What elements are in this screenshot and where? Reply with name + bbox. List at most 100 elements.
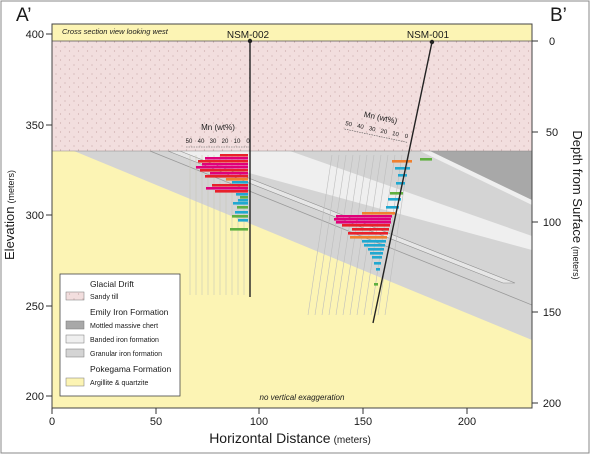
mn-tick: 40 <box>198 139 205 145</box>
view-note: Cross section view looking west <box>62 27 169 36</box>
legend-group-title: Glacial Drift <box>90 279 135 289</box>
distance-tick: 200 <box>458 416 476 428</box>
distance-tick: 50 <box>150 416 162 428</box>
collar-nsm-001 <box>429 39 435 45</box>
mn-assay-bar <box>398 174 407 177</box>
mn-tick: 20 <box>380 129 388 136</box>
mn-assay-bar <box>226 178 248 181</box>
mn-assay-bar <box>196 166 248 169</box>
mn-tick: 10 <box>234 139 241 145</box>
mn-assay-bars <box>196 154 432 286</box>
sample-line <box>377 154 403 316</box>
mn-scale-title: Mn (wt%) <box>201 123 235 132</box>
sample-line <box>328 154 354 316</box>
depth-tick: 0 <box>549 36 555 48</box>
chert-layer <box>430 151 532 200</box>
mn-assay-bar <box>376 268 380 271</box>
mn-assay-bar <box>230 228 248 231</box>
legend-swatch-till <box>65 291 85 301</box>
mn-assay-bar <box>202 163 248 166</box>
mn-assay-bar <box>390 192 403 195</box>
mn-assay-bar <box>364 244 385 247</box>
distance-axis-title: Horizontal Distance (meters) <box>209 430 371 446</box>
mn-assay-bar <box>205 157 248 160</box>
legend-item-label: Sandy till <box>90 294 119 301</box>
distance-tick: 0 <box>49 416 55 428</box>
mn-assay-bar <box>388 198 401 201</box>
sample-line <box>384 154 410 316</box>
depth-axis: 0 50 100 150 200 Depth from Surface(mete… <box>532 36 585 410</box>
legend-item-label: Argillite & quartzite <box>90 380 148 387</box>
sample-line <box>349 154 375 316</box>
legend-swatch-argillite <box>65 377 85 387</box>
mn-assay-bar <box>395 167 410 170</box>
legend-swatch-banded <box>65 334 85 344</box>
distance-axis: 0 50 100 150 200 Horizontal Distance (met… <box>49 408 476 446</box>
mn-assay-bar <box>386 206 399 209</box>
elevation-axis-title: Elevation(meters) <box>2 170 17 260</box>
legend-item-label: Banded iron formation <box>90 337 159 344</box>
mn-assay-bar <box>240 196 248 199</box>
sample-line <box>363 154 389 316</box>
mn-tick: 0 <box>404 134 409 141</box>
well-label-nsm-002: NSM-002 <box>227 30 270 41</box>
mn-assay-bar <box>374 283 378 286</box>
mn-assay-bar <box>362 240 386 243</box>
depth-axis-title: Depth from Surface(meters) <box>570 130 585 279</box>
mn-assay-bar <box>370 252 383 255</box>
mn-assay-bar <box>212 184 248 187</box>
collar-nsm-002 <box>247 38 253 44</box>
mn-assay-bar <box>336 215 392 218</box>
depth-tick: 100 <box>543 217 561 229</box>
elevation-tick: 250 <box>26 301 44 313</box>
depth-tick: 50 <box>546 127 558 139</box>
elevation-tick: 350 <box>26 120 44 132</box>
distance-tick: 150 <box>354 416 372 428</box>
mn-assay-bar <box>372 256 382 259</box>
elevation-axis: 400 350 300 250 200 Elevation(meters) <box>2 29 52 403</box>
sample-line <box>314 154 340 316</box>
mn-assay-bar <box>420 158 432 161</box>
mn-tick: 30 <box>368 126 376 133</box>
mn-assay-bar <box>350 236 387 239</box>
mn-assay-bar <box>200 169 248 172</box>
mn-tick: 50 <box>345 121 353 128</box>
mn-assay-bar <box>210 172 248 175</box>
legend-item-label: Granular iron formation <box>90 351 162 358</box>
elevation-tick: 400 <box>26 29 44 41</box>
mn-assay-bar <box>238 199 248 202</box>
mn-assay-bar <box>396 182 405 185</box>
mn-assay-bar <box>205 175 248 178</box>
legend-swatch-granular <box>65 348 85 358</box>
borehole-nsm-001 <box>372 41 433 324</box>
mn-assay-bar <box>198 160 248 163</box>
depth-tick: 150 <box>543 307 561 319</box>
mn-assay-bar <box>392 160 412 163</box>
mn-assay-bar <box>374 262 381 265</box>
sample-line <box>335 154 361 316</box>
mn-tick: 30 <box>210 139 217 145</box>
mn-assay-bar <box>342 224 390 227</box>
mn-scale-nsm-002: Mn (wt%) 50 40 30 20 10 0 <box>186 123 250 148</box>
distance-tick: 100 <box>250 416 268 428</box>
mn-assay-bar <box>232 215 248 218</box>
mn-assay-bar <box>368 248 384 251</box>
mn-assay-bar <box>206 187 248 190</box>
mn-assay-bar <box>237 206 248 209</box>
legend-swatch-chert <box>65 320 85 330</box>
mn-tick: 40 <box>356 124 364 131</box>
well-label-nsm-001: NSM-001 <box>407 30 450 41</box>
exaggeration-note: no vertical exaggeration <box>260 393 345 402</box>
mn-tick: 0 <box>246 139 250 145</box>
legend-group-title: Pokegama Formation <box>90 364 172 374</box>
sample-line <box>307 154 333 316</box>
mn-assay-bar <box>235 211 248 214</box>
elevation-tick: 200 <box>26 391 44 403</box>
sample-line <box>356 154 382 316</box>
mn-tick: 20 <box>222 139 229 145</box>
mn-assay-bar <box>215 190 248 193</box>
mn-assay-bar <box>220 154 248 157</box>
